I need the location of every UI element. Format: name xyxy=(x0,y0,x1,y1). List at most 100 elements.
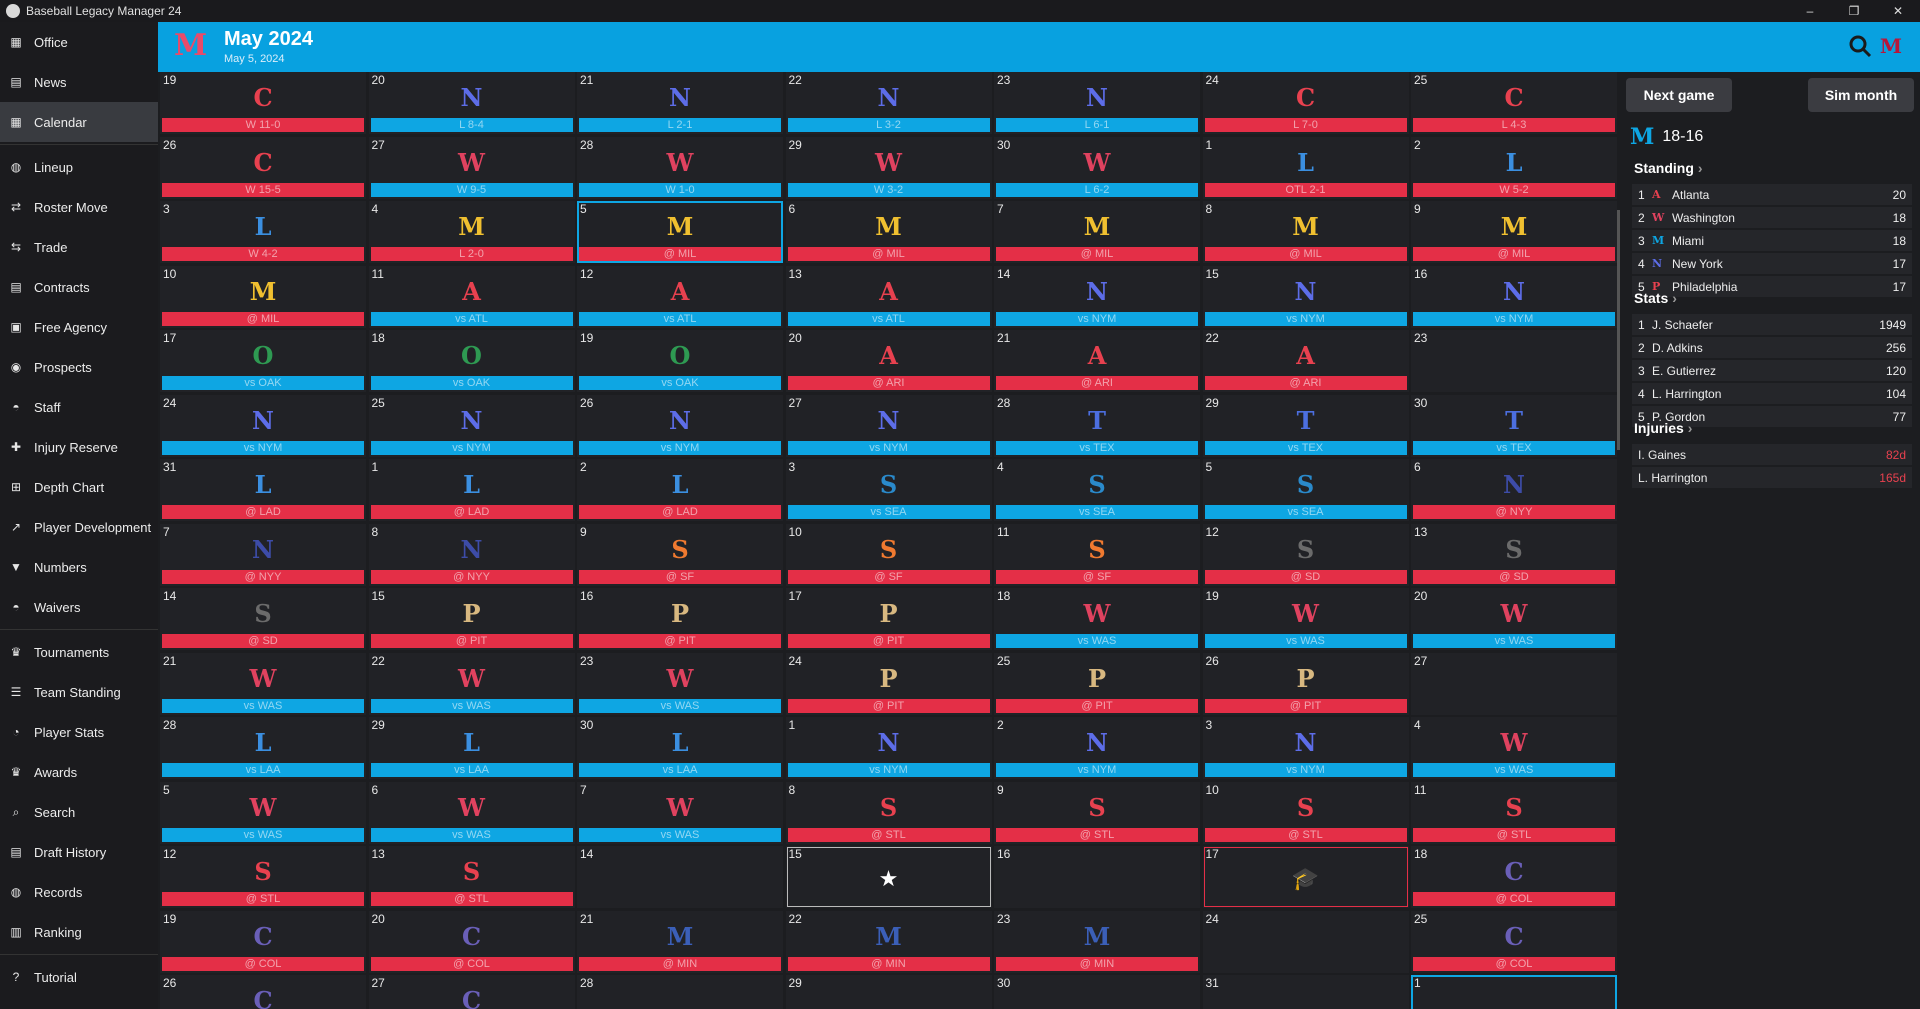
calendar-day-cell[interactable]: 31 xyxy=(1202,975,1409,1009)
list-item[interactable]: I. Gaines 82d xyxy=(1632,444,1912,465)
list-item[interactable]: 3 E. Gutierrez 120 xyxy=(1632,360,1912,381)
list-item[interactable]: L. Harrington 165d xyxy=(1632,467,1912,488)
calendar-day-cell[interactable]: 11 S @ SF xyxy=(994,523,1200,586)
maximize-button[interactable]: ❐ xyxy=(1848,4,1860,18)
sim-month-button[interactable]: Sim month xyxy=(1808,78,1914,112)
sidebar-item-lineup[interactable]: ◍ Lineup xyxy=(0,147,158,187)
injuries-header[interactable]: Injuries › xyxy=(1634,420,1692,436)
calendar-day-cell[interactable]: 22 M @ MIN xyxy=(785,910,992,973)
calendar-day-cell[interactable]: 28 W W 1-0 xyxy=(577,136,783,199)
calendar-day-cell[interactable]: 9 S @ STL xyxy=(994,781,1200,844)
sidebar-item-draft-history[interactable]: ▤ Draft History xyxy=(0,832,158,872)
calendar-day-cell[interactable]: 14 xyxy=(577,846,783,908)
calendar-day-cell[interactable]: 21 N L 2-1 xyxy=(577,72,783,134)
calendar-day-cell[interactable]: 8 N @ NYY xyxy=(368,523,575,586)
list-item[interactable]: 4 L. Harrington 104 xyxy=(1632,383,1912,404)
calendar-day-cell[interactable]: 27 xyxy=(1411,652,1617,715)
calendar-day-cell[interactable]: 20 A @ ARI xyxy=(785,330,992,392)
calendar-day-cell[interactable]: 17 🎓 xyxy=(1202,846,1409,908)
next-game-button[interactable]: Next game xyxy=(1626,78,1732,112)
calendar-day-cell[interactable]: 21 A @ ARI xyxy=(994,330,1200,392)
search-icon[interactable] xyxy=(1848,34,1872,58)
list-item[interactable]: 5 P. Gordon 77 xyxy=(1632,406,1912,427)
calendar-day-cell[interactable]: 20 N L 8-4 xyxy=(368,72,575,134)
calendar-day-cell[interactable]: 25 C L 4-3 xyxy=(1411,72,1617,134)
calendar-day-cell[interactable]: 26 P @ PIT xyxy=(1202,652,1409,715)
list-item[interactable]: 2 W Washington 18 xyxy=(1632,207,1912,228)
list-item[interactable]: 5 P Philadelphia 17 xyxy=(1632,276,1912,297)
calendar-day-cell[interactable]: 24 P @ PIT xyxy=(785,652,992,715)
user-team-logo-icon[interactable]: M xyxy=(1879,34,1902,58)
sidebar-item-calendar[interactable]: ▦ Calendar xyxy=(0,102,158,142)
sidebar-item-waivers[interactable]: ◓ Waivers xyxy=(0,587,158,627)
calendar-day-cell[interactable]: 22 N L 3-2 xyxy=(785,72,992,134)
calendar-day-cell[interactable]: 4 M L 2-0 xyxy=(368,201,575,263)
list-item[interactable]: 1 A Atlanta 20 xyxy=(1632,184,1912,205)
calendar-day-cell[interactable]: 2 L W 5-2 xyxy=(1411,136,1617,199)
sidebar-item-prospects[interactable]: ◉ Prospects xyxy=(0,347,158,387)
calendar-day-cell[interactable]: 1 xyxy=(1411,975,1617,1009)
sidebar-item-awards[interactable]: ♛ Awards xyxy=(0,752,158,792)
calendar-day-cell[interactable]: 19 C W 11-0 xyxy=(160,72,366,134)
calendar-day-cell[interactable]: 8 M @ MIL xyxy=(1202,201,1409,263)
calendar-day-cell[interactable]: 2 L @ LAD xyxy=(577,459,783,521)
list-item[interactable]: 4 N New York 17 xyxy=(1632,253,1912,274)
calendar-day-cell[interactable]: 22 A @ ARI xyxy=(1202,330,1409,392)
sidebar-item-records[interactable]: ◍ Records xyxy=(0,872,158,912)
sidebar-item-ranking[interactable]: ▥ Ranking xyxy=(0,912,158,952)
calendar-day-cell[interactable]: 3 L W 4-2 xyxy=(160,201,366,263)
calendar-day-cell[interactable]: 7 N @ NYY xyxy=(160,523,366,586)
calendar-day-cell[interactable]: 9 M @ MIL xyxy=(1411,201,1617,263)
sidebar-item-injury-reserve[interactable]: ✚ Injury Reserve xyxy=(0,427,158,467)
list-item[interactable]: 3 M Miami 18 xyxy=(1632,230,1912,251)
sidebar-item-search[interactable]: ⌕ Search xyxy=(0,792,158,832)
calendar-day-cell[interactable]: 26 C W 15-5 xyxy=(160,136,366,199)
minimize-button[interactable]: – xyxy=(1806,4,1814,18)
calendar-day-cell[interactable]: 9 S @ SF xyxy=(577,523,783,586)
sidebar-item-team-standing[interactable]: ☰ Team Standing xyxy=(0,672,158,712)
sidebar-item-staff[interactable]: ◓ Staff xyxy=(0,387,158,427)
calendar-day-cell[interactable]: 12 S @ STL xyxy=(160,846,366,908)
sidebar-item-contracts[interactable]: ▤ Contracts xyxy=(0,267,158,307)
calendar-day-cell[interactable]: 12 S @ SD xyxy=(1202,523,1409,586)
sidebar-item-office[interactable]: ▦ Office xyxy=(0,22,158,62)
sidebar-item-player-development[interactable]: ↗ Player Development xyxy=(0,507,158,547)
calendar-day-cell[interactable]: 10 S @ SF xyxy=(785,523,992,586)
calendar-day-cell[interactable]: 6 M @ MIL xyxy=(785,201,992,263)
calendar-day-cell[interactable]: 30 xyxy=(994,975,1200,1009)
sidebar-item-free-agency[interactable]: ▣ Free Agency xyxy=(0,307,158,347)
calendar-day-cell[interactable]: 1 L OTL 2-1 xyxy=(1202,136,1409,199)
calendar-day-cell[interactable]: 23 xyxy=(1411,330,1617,392)
calendar-day-cell[interactable]: 15 P @ PIT xyxy=(368,588,575,650)
sidebar-item-depth-chart[interactable]: ⊞ Depth Chart xyxy=(0,467,158,507)
calendar-day-cell[interactable]: 29 xyxy=(785,975,992,1009)
calendar-day-cell[interactable]: 8 S @ STL xyxy=(785,781,992,844)
calendar-day-cell[interactable]: 25 C @ COL xyxy=(1411,910,1617,973)
calendar-day-cell[interactable]: 31 L @ LAD xyxy=(160,459,366,521)
calendar-day-cell[interactable]: 26 C xyxy=(160,975,366,1009)
sidebar-item-player-stats[interactable]: ◔ Player Stats xyxy=(0,712,158,752)
calendar-day-cell[interactable]: 27 C xyxy=(368,975,575,1009)
calendar-day-cell[interactable]: 16 P @ PIT xyxy=(577,588,783,650)
sidebar-item-feedback[interactable]: ✉Feedback xyxy=(0,997,158,1009)
